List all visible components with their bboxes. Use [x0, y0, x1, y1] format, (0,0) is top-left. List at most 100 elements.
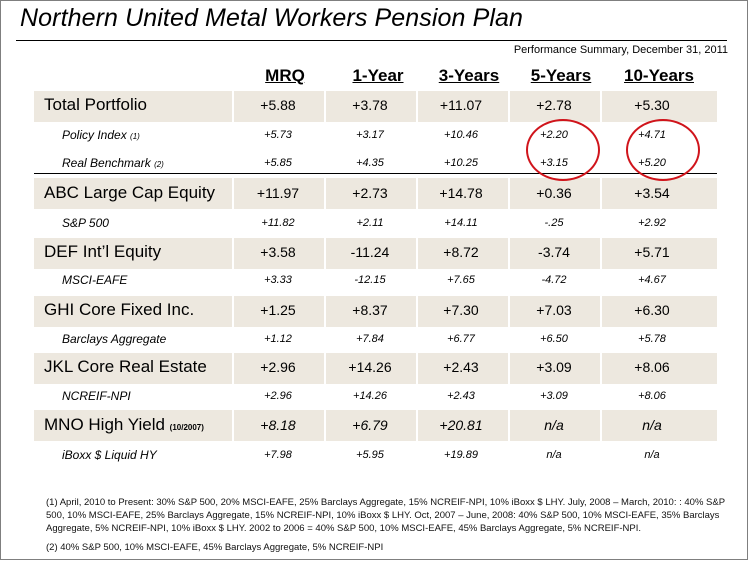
- band-separator: [508, 238, 510, 269]
- row-label-def-int-l-equity: DEF Int’l Equity: [44, 242, 161, 262]
- cell-jkl-core-real-estate-1-year: +14.26: [348, 359, 392, 375]
- cell-iboxx-liquid-hy-3-years: +19.89: [444, 449, 478, 461]
- row-label-barclays-aggregate: Barclays Aggregate: [62, 332, 166, 346]
- cell-mno-high-yield-5-years: n/a: [544, 417, 564, 433]
- cell-real-benchmark-1-year: +4.35: [356, 157, 384, 169]
- band-separator: [324, 91, 326, 122]
- band-separator: [416, 238, 418, 269]
- column-header-mrq: MRQ: [265, 66, 305, 85]
- column-header-5-years: 5-Years: [530, 66, 592, 85]
- row-label-ghi-core-fixed-inc: GHI Core Fixed Inc.: [44, 300, 194, 320]
- band-separator: [416, 410, 418, 441]
- cell-total-portfolio-3-years: +11.07: [439, 97, 483, 113]
- row-label-total-portfolio: Total Portfolio: [44, 95, 147, 115]
- band-separator: [600, 178, 602, 209]
- cell-abc-large-cap-equity-10-years: +3.54: [634, 185, 670, 201]
- row-label-text: ABC Large Cap Equity: [44, 183, 216, 202]
- cell-barclays-aggregate-5-years: +6.50: [540, 333, 568, 345]
- band-abc-large-cap-equity: [34, 178, 717, 209]
- band-separator: [232, 353, 234, 384]
- column-header-10-years: 10-Years: [624, 66, 694, 85]
- cell-abc-large-cap-equity-3-years: +14.78: [439, 185, 483, 201]
- row-label-text: iBoxx $ Liquid HY: [62, 448, 157, 462]
- band-separator: [508, 296, 510, 327]
- cell-def-int-l-equity-3-years: +8.72: [443, 244, 479, 260]
- band-separator: [416, 178, 418, 209]
- band-separator: [416, 91, 418, 122]
- cell-ncreif-npi-10-years: +8.06: [638, 390, 666, 402]
- band-separator: [600, 353, 602, 384]
- cell-msci-eafe-5-years: -4.72: [541, 274, 567, 286]
- cell-ghi-core-fixed-inc-1-year: +8.37: [352, 302, 388, 318]
- band-separator: [508, 178, 510, 209]
- cell-abc-large-cap-equity-1-year: +2.73: [352, 185, 388, 201]
- cell-def-int-l-equity-mrq: +3.58: [260, 244, 296, 260]
- band-separator: [508, 91, 510, 122]
- cell-policy-index-mrq: +5.73: [264, 129, 292, 141]
- cell-barclays-aggregate-3-years: +6.77: [447, 333, 475, 345]
- cell-s-p-500-5-years: -.25: [544, 217, 564, 229]
- cell-msci-eafe-3-years: +7.65: [447, 274, 475, 286]
- row-label-text: S&P 500: [62, 216, 109, 230]
- cell-iboxx-liquid-hy-5-years: n/a: [546, 449, 562, 461]
- cell-ncreif-npi-mrq: +2.96: [264, 390, 292, 402]
- band-separator: [600, 410, 602, 441]
- band-separator: [232, 178, 234, 209]
- cell-ghi-core-fixed-inc-5-years: +7.03: [536, 302, 572, 318]
- cell-barclays-aggregate-1-year: +7.84: [356, 333, 384, 345]
- cell-real-benchmark-3-years: +10.25: [444, 157, 478, 169]
- row-label-text: NCREIF-NPI: [62, 389, 131, 403]
- row-label-text: Real Benchmark: [62, 156, 151, 170]
- band-separator: [416, 353, 418, 384]
- cell-total-portfolio-1-year: +3.78: [352, 97, 388, 113]
- band-separator: [600, 91, 602, 122]
- row-label-text: Policy Index: [62, 128, 127, 142]
- cell-jkl-core-real-estate-mrq: +2.96: [260, 359, 296, 375]
- cell-mno-high-yield-1-year: +6.79: [352, 417, 388, 433]
- row-label-jkl-core-real-estate: JKL Core Real Estate: [44, 357, 207, 377]
- row-label-text: JKL Core Real Estate: [44, 357, 207, 376]
- cell-total-portfolio-10-years: +5.30: [634, 97, 670, 113]
- cell-s-p-500-10-years: +2.92: [638, 217, 666, 229]
- band-separator: [600, 238, 602, 269]
- cell-real-benchmark-mrq: +5.85: [264, 157, 292, 169]
- highlight-circle-10-years: [626, 119, 700, 181]
- row-label-note: (2): [154, 160, 164, 169]
- cell-abc-large-cap-equity-mrq: +11.97: [256, 185, 300, 201]
- cell-total-portfolio-5-years: +2.78: [536, 97, 572, 113]
- cell-mno-high-yield-10-years: n/a: [642, 417, 662, 433]
- row-label-text: MSCI-EAFE: [62, 273, 128, 287]
- band-separator: [600, 296, 602, 327]
- row-label-text: GHI Core Fixed Inc.: [44, 300, 195, 319]
- footnote-real-benchmark: (2) 40% S&P 500, 10% MSCI-EAFE, 45% Barc…: [46, 542, 384, 553]
- cell-barclays-aggregate-mrq: +1.12: [264, 333, 292, 345]
- title-underline: [16, 40, 727, 41]
- row-label-note: (10/2007): [169, 423, 204, 432]
- cell-policy-index-1-year: +3.17: [356, 129, 384, 141]
- band-separator: [324, 178, 326, 209]
- cell-s-p-500-mrq: +11.82: [261, 217, 295, 229]
- cell-ncreif-npi-5-years: +3.09: [540, 390, 568, 402]
- band-ghi-core-fixed-inc: [34, 296, 717, 327]
- row-label-s-p-500: S&P 500: [62, 216, 109, 230]
- cell-msci-eafe-10-years: +4.67: [638, 274, 666, 286]
- footnote-policy-index: (1) April, 2010 to Present: 30% S&P 500,…: [46, 497, 725, 534]
- page-title: Northern United Metal Workers Pension Pl…: [20, 4, 524, 32]
- highlight-circle-5-years: [526, 119, 600, 181]
- band-mno-high-yield: [34, 410, 717, 441]
- row-label-text: Barclays Aggregate: [62, 332, 167, 346]
- band-def-intl-equity: [34, 238, 717, 269]
- column-header-1-year: 1-Year: [352, 66, 404, 85]
- band-separator: [416, 296, 418, 327]
- cell-ncreif-npi-3-years: +2.43: [447, 390, 475, 402]
- band-total-portfolio: [34, 91, 717, 122]
- row-label-text: DEF Int’l Equity: [44, 242, 162, 261]
- band-separator: [508, 410, 510, 441]
- band-separator: [324, 238, 326, 269]
- cell-iboxx-liquid-hy-mrq: +7.98: [264, 449, 292, 461]
- cell-abc-large-cap-equity-5-years: +0.36: [536, 185, 572, 201]
- band-separator: [232, 296, 234, 327]
- cell-msci-eafe-1-year: -12.15: [354, 274, 386, 286]
- row-label-ncreif-npi: NCREIF-NPI: [62, 389, 131, 403]
- band-separator: [508, 353, 510, 384]
